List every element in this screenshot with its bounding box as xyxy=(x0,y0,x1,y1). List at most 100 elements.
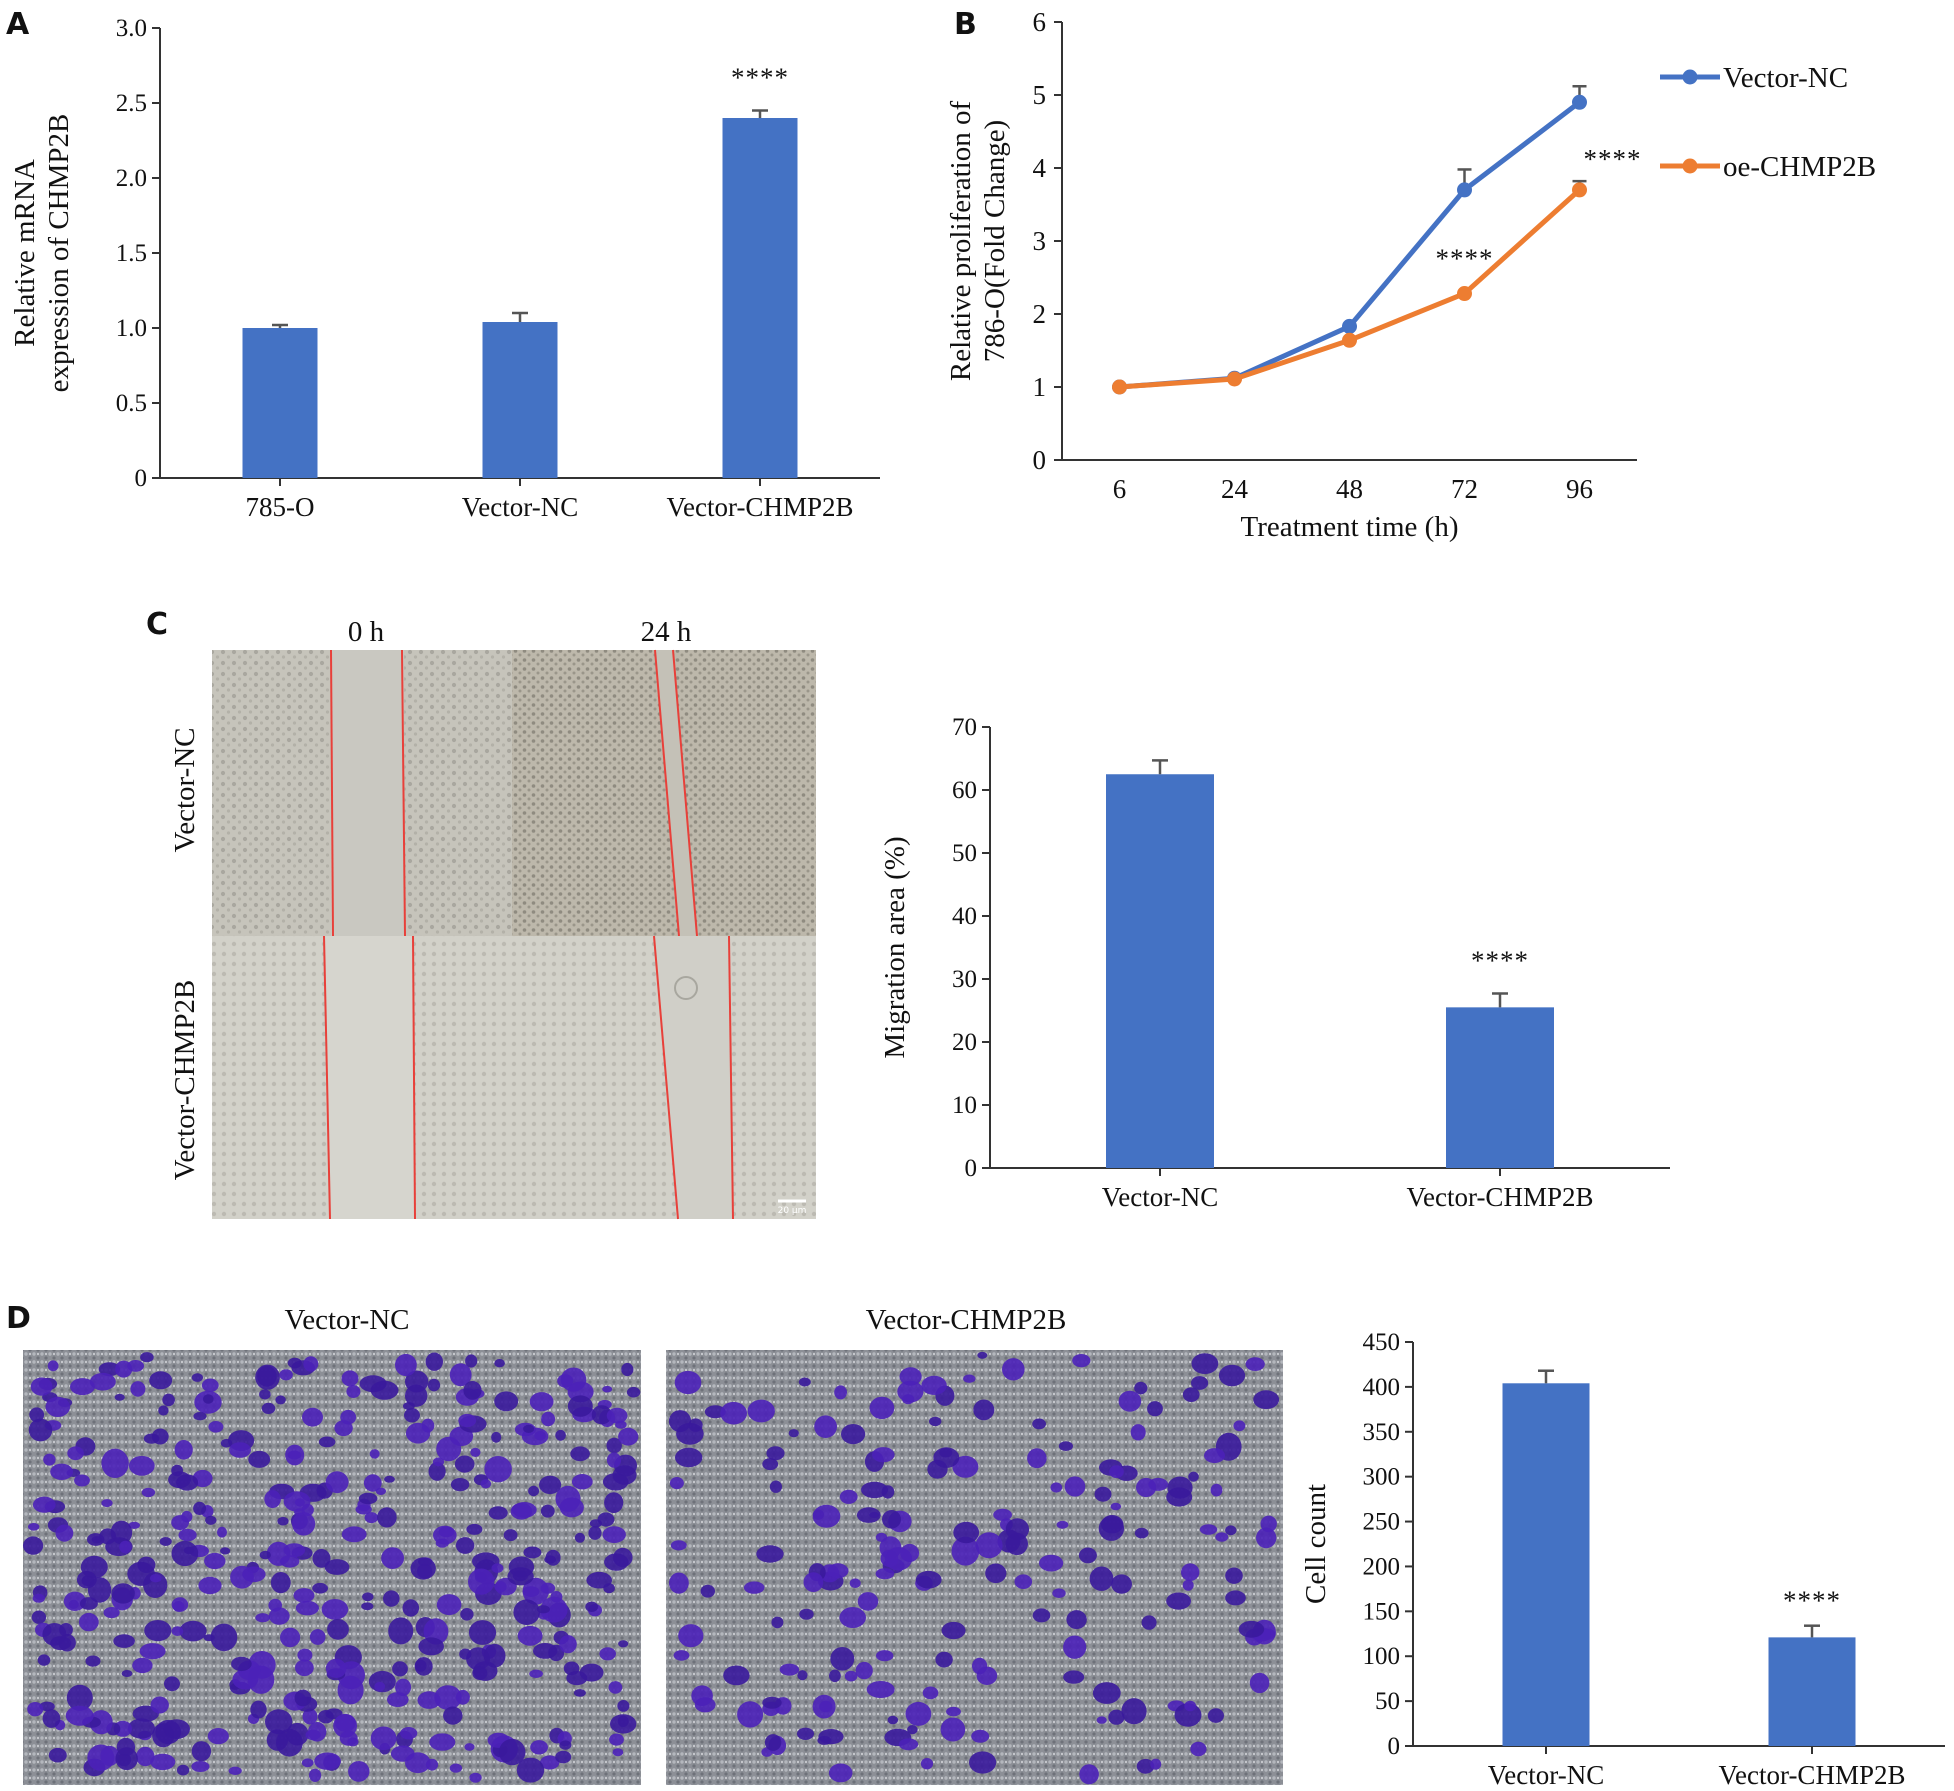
stained-cell xyxy=(1191,1353,1219,1374)
stained-cell xyxy=(971,1729,990,1743)
stained-cell xyxy=(1089,1566,1114,1591)
stained-cell xyxy=(516,1757,545,1783)
stained-cell xyxy=(574,1532,586,1543)
stained-cell xyxy=(302,1708,318,1725)
column-label-0h: 0 h xyxy=(348,616,385,648)
stained-cell xyxy=(929,1416,942,1427)
stained-cell xyxy=(976,1666,998,1686)
stained-cell xyxy=(449,1763,463,1773)
stained-cell xyxy=(484,1456,512,1483)
stained-cell xyxy=(335,1714,356,1732)
stained-cell xyxy=(179,1620,207,1642)
stained-cell xyxy=(111,1583,135,1604)
stained-cell xyxy=(361,1602,374,1611)
stained-cell xyxy=(381,1547,404,1569)
y-tick-label: 0.5 xyxy=(116,390,147,417)
data-point xyxy=(1457,182,1472,198)
stained-cell xyxy=(799,1608,814,1620)
y-tick-label: 70 xyxy=(952,714,977,741)
stained-cell xyxy=(309,1768,322,1783)
stained-cell xyxy=(764,1734,782,1751)
y-tick-label: 10 xyxy=(952,1092,977,1119)
stained-cell xyxy=(128,1455,155,1476)
stained-cell xyxy=(573,1689,586,1697)
stained-cell xyxy=(74,1474,90,1487)
stained-cell xyxy=(977,1351,988,1359)
stained-cell xyxy=(324,1559,350,1575)
wound-healing-micrographs: 0 h 24 h Vector-NC Vector-CHMP2B xyxy=(169,616,816,1220)
stained-cell xyxy=(327,1618,349,1640)
y-axis-label: 786-O(Fold Change) xyxy=(979,120,1011,362)
stained-cell xyxy=(363,1474,382,1492)
stained-cell xyxy=(143,1433,160,1444)
stained-cell xyxy=(756,1545,784,1563)
stained-cell xyxy=(198,1576,222,1595)
x-tick-label: Vector-NC xyxy=(462,492,578,522)
stained-cell xyxy=(454,1455,475,1473)
stained-cell xyxy=(856,1507,881,1523)
stained-cell xyxy=(312,1549,331,1568)
stained-cell xyxy=(534,1431,546,1441)
stained-cell xyxy=(1204,1448,1225,1464)
stained-cell xyxy=(503,1529,518,1542)
stained-cell xyxy=(29,1407,45,1423)
stained-cell xyxy=(89,1710,113,1735)
stained-cell xyxy=(1079,1764,1099,1785)
stained-cell xyxy=(303,1356,319,1372)
stained-cell xyxy=(270,1572,291,1594)
stained-cell xyxy=(608,1681,623,1694)
stained-cell xyxy=(803,1572,824,1592)
stained-cell xyxy=(458,1413,477,1428)
stained-cell xyxy=(533,1643,558,1659)
stained-cell xyxy=(229,1442,251,1458)
stained-cell xyxy=(922,1686,939,1700)
stained-cell xyxy=(70,1378,95,1396)
stained-cell xyxy=(113,1634,135,1648)
stained-cell xyxy=(604,1492,624,1513)
bar-0 xyxy=(242,328,318,478)
stained-cell xyxy=(834,1385,847,1400)
stained-cell xyxy=(969,1751,997,1774)
stained-cell xyxy=(985,1563,1007,1584)
stained-cell xyxy=(602,1385,613,1393)
stained-cell xyxy=(498,1738,526,1766)
y-tick-label: 2.5 xyxy=(116,90,147,117)
micrograph-nc-24h xyxy=(512,649,816,937)
stained-cell xyxy=(301,1758,314,1768)
stained-cell xyxy=(830,1647,855,1671)
stained-cell xyxy=(1207,1708,1224,1723)
x-tick-label: 24 xyxy=(1221,474,1249,504)
chart-a-mrna-expression: 0 0.5 1.0 1.5 2.0 2.5 3.0 785-O Vector-NC Vector-… xyxy=(9,15,880,522)
stained-cell xyxy=(228,1766,242,1776)
stained-cell xyxy=(30,1377,53,1396)
stained-cell xyxy=(468,1620,497,1645)
stained-cell xyxy=(150,1696,169,1714)
stained-cell xyxy=(140,1352,154,1363)
stained-cell xyxy=(670,1540,687,1551)
stained-cell xyxy=(295,1659,314,1677)
stained-cell xyxy=(869,1396,895,1420)
stained-cell xyxy=(585,1601,599,1613)
stained-cell xyxy=(308,1722,327,1742)
stained-cell xyxy=(762,1696,782,1709)
stained-cell xyxy=(1078,1547,1097,1564)
stained-cell xyxy=(669,1572,689,1594)
stained-cell xyxy=(248,1450,271,1468)
stained-cell xyxy=(183,1546,195,1555)
x-axis-label: Treatment time (h) xyxy=(1241,511,1459,543)
x-tick-label: 785-O xyxy=(246,492,315,522)
stained-cell xyxy=(674,1370,702,1395)
y-tick-label: 6 xyxy=(1033,7,1047,37)
stained-cell xyxy=(762,1458,779,1471)
y-axis-label: Relative proliferation of xyxy=(945,101,977,382)
y-tick-label: 50 xyxy=(952,840,977,867)
stained-cell xyxy=(1182,1387,1200,1402)
y-tick-label: 0 xyxy=(965,1155,978,1182)
stained-cell xyxy=(132,1657,153,1674)
stained-cell xyxy=(89,1372,116,1391)
stained-cell xyxy=(1166,1487,1193,1507)
stained-cell xyxy=(678,1624,704,1648)
stained-cell xyxy=(171,1464,184,1477)
stained-cell xyxy=(410,1557,436,1580)
bar-1 xyxy=(1446,1007,1554,1168)
